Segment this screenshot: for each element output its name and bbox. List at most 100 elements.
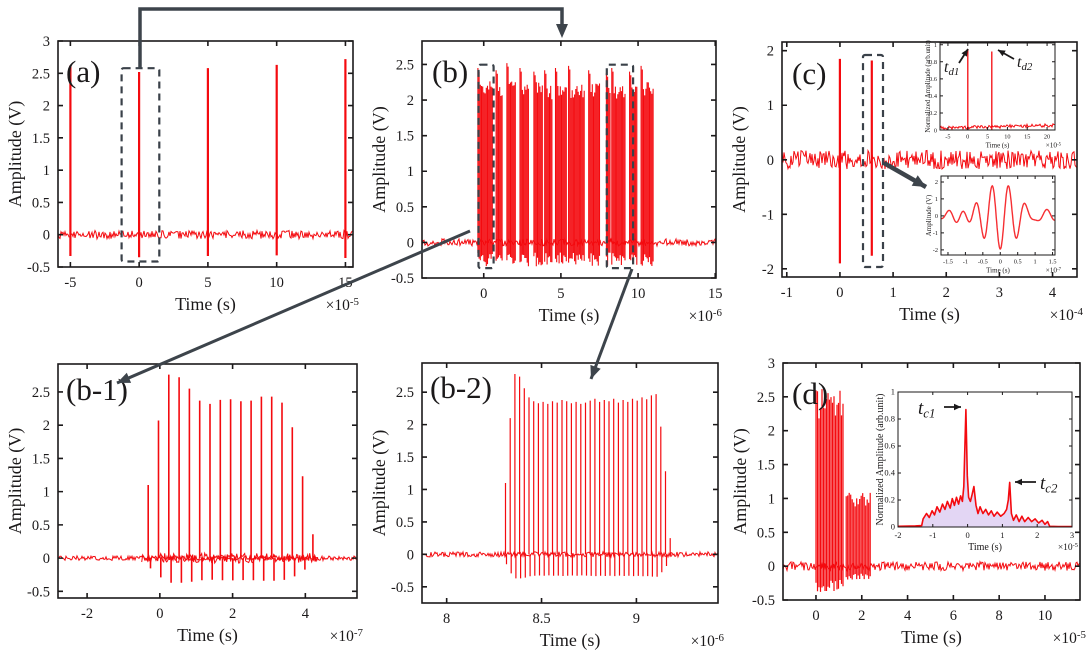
plot-area-c <box>782 58 1077 264</box>
y-axis-label: Amplitude (V) <box>925 194 933 236</box>
axis-exponent-label: ×10-6 <box>691 632 725 650</box>
axes-frame <box>421 40 717 279</box>
y-tick-label: 1 <box>767 98 774 114</box>
x-tick-label: 4 <box>904 608 912 624</box>
y-tick-label: 1.5 <box>32 131 50 147</box>
zoom-region-box <box>605 63 635 270</box>
b-to-b2-arrow-head <box>590 364 601 379</box>
axes-frame <box>421 362 719 604</box>
y-tick-label: 3 <box>43 34 50 50</box>
y-tick-label: 0.5 <box>32 195 50 211</box>
x-tick-label: 9 <box>633 611 640 627</box>
b-to-b1-arrow-head <box>117 372 132 383</box>
plot-area-a <box>58 59 353 258</box>
noise-trace <box>141 551 319 565</box>
y-tick-label: -1 <box>762 207 774 223</box>
x-tick-label: 8.5 <box>532 611 550 627</box>
y-tick-label: 0 <box>43 228 50 244</box>
y-tick-label: 0 <box>935 213 938 220</box>
axis-exponent-label: ×10-4 <box>1050 306 1084 324</box>
plot-area-d-inset-corr <box>898 408 1072 527</box>
x-tick-label: 1 <box>1034 259 1037 266</box>
echo-burst <box>815 389 844 592</box>
x-tick-label: -5 <box>64 275 76 291</box>
y-tick-label: 2.5 <box>32 385 50 401</box>
x-tick-label: 15 <box>708 286 723 302</box>
panel-letter-a: (a) <box>66 54 100 89</box>
tc2-label: tc2 <box>1040 473 1058 496</box>
panel-c-inset-delay: -5 0 5 10 15 20 0 0.2 0.4 0.6 0.8 1 Time (s) Normaliz… <box>924 40 1062 150</box>
x-tick-label: 10 <box>1004 134 1010 141</box>
plot-area-c-inset-delay <box>940 49 1055 130</box>
tick-marks <box>422 41 717 279</box>
x-tick-label: 5 <box>204 275 211 291</box>
noise-trace <box>422 550 718 559</box>
panel-letter-d: (d) <box>792 376 828 411</box>
y-tick-label: 2 <box>43 418 50 434</box>
x-tick-label: 0 <box>156 606 163 622</box>
panel-c-inset-wave: -1.5 -1 -0.5 0 0.5 1 1.5 2 1 0 -1 -2 Time (s) Amplitu… <box>925 175 1062 275</box>
y-tick-label: 1 <box>407 482 414 498</box>
noise-trace <box>58 228 353 241</box>
x-tick-label: 6 <box>950 608 957 624</box>
y-tick-label: 1 <box>43 163 50 179</box>
x-axis-label: Time (s) <box>901 627 962 648</box>
y-tick-label: 2 <box>768 424 775 440</box>
zoom-region-box <box>120 67 161 263</box>
axis-exponent-label: ×10-5 <box>326 296 360 314</box>
y-tick-label: -0.5 <box>752 593 775 609</box>
y-tick-label: 0.4 <box>929 93 938 100</box>
tc1-label: tc1 <box>918 398 935 421</box>
pulse-spikes <box>838 58 873 264</box>
x-tick-label: 0 <box>836 285 843 301</box>
axis-exponent-label: ×10-6 <box>689 307 723 325</box>
y-axis-label: Amplitude (V) <box>5 101 26 207</box>
y-tick-label: 0 <box>934 127 937 134</box>
panel-letter-b2: (b-2) <box>430 370 492 405</box>
x-axis-label: Time (s) <box>539 305 600 326</box>
y-tick-label: 0 <box>43 551 50 567</box>
y-tick-label: 0 <box>407 235 414 251</box>
b-to-b2-arrow <box>589 268 634 380</box>
y-tick-label: -0.5 <box>27 584 50 600</box>
y-tick-label: 0.2 <box>884 494 895 504</box>
y-tick-label: 0 <box>768 559 775 575</box>
tick-marks <box>941 176 1055 255</box>
x-tick-label: 20 <box>1044 134 1050 141</box>
y-tick-label: 0 <box>407 547 414 563</box>
y-tick-label: 2.5 <box>396 385 414 401</box>
panel-letter-b: (b) <box>432 54 468 89</box>
y-tick-label: 2.5 <box>757 390 775 406</box>
plot-area-b2 <box>422 374 718 579</box>
y-axis-label: Normalized Amplitude (arb.unit) <box>875 394 886 526</box>
x-tick-label: 4 <box>1049 285 1057 301</box>
x-tick-label: -2 <box>81 606 93 622</box>
b-to-b1-arrow <box>116 229 471 385</box>
panel-letter-c: (c) <box>792 56 826 91</box>
tick-marks <box>897 391 1073 528</box>
x-tick-label: 1.5 <box>1049 259 1057 266</box>
x-tick-label: 0 <box>966 134 969 141</box>
x-tick-label: -2 <box>894 530 901 540</box>
x-tick-label: -5 <box>945 134 950 141</box>
y-tick-label: 1.5 <box>396 450 414 466</box>
x-tick-label: 0 <box>136 275 143 291</box>
x-tick-label: 0.5 <box>1014 259 1022 266</box>
y-tick-label: 0.2 <box>929 110 937 117</box>
spike-train <box>147 374 316 583</box>
y-tick-label: 1 <box>43 485 50 501</box>
y-tick-label: 2 <box>407 418 414 434</box>
y-tick-label: 0.5 <box>757 525 775 541</box>
noise-trace <box>940 122 1055 130</box>
plot-area-c-inset-wave <box>941 184 1055 251</box>
plot-area-b1 <box>58 374 357 583</box>
x-tick-label: 2 <box>1035 530 1039 540</box>
y-tick-label: 0 <box>891 521 895 531</box>
a-to-b-connector <box>138 7 564 68</box>
x-axis-label: Time (s) <box>986 267 1010 275</box>
y-tick-label: 1.5 <box>757 458 775 474</box>
x-tick-label: -0.5 <box>978 259 988 266</box>
panel-b1: -2 0 2 4 2.5 2 1.5 1 0.5 0 -0.5 Time (s) Amplitude (… <box>5 363 364 646</box>
y-axis-label: Amplitude (V) <box>729 106 750 212</box>
